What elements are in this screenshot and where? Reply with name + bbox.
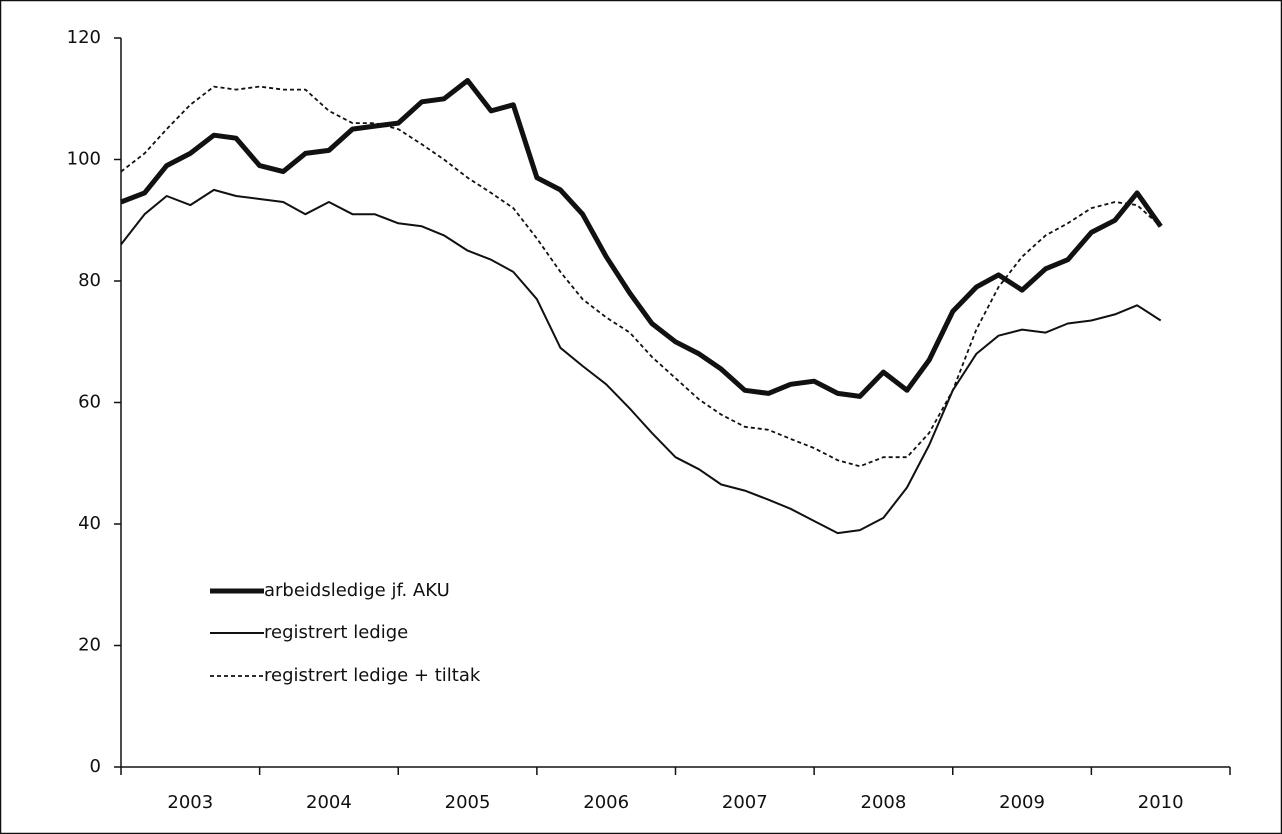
- legend-swatch: [210, 632, 264, 634]
- x-category-label: 2009: [999, 792, 1045, 813]
- y-tick-label: 120: [67, 27, 101, 48]
- legend-entry: registrert ledige: [210, 621, 494, 645]
- series-line: [120, 78, 1163, 399]
- series-line: [120, 85, 1162, 468]
- y-tick-label: 100: [67, 149, 101, 170]
- legend-label: registrert ledige + tiltak: [264, 665, 481, 686]
- legend-swatch: [210, 588, 264, 594]
- y-tick-label: 80: [78, 270, 101, 291]
- y-tick-label: 20: [78, 635, 101, 656]
- x-category-label: 2004: [306, 792, 352, 813]
- legend-label: registrert ledige: [264, 622, 409, 643]
- legend-label: arbeidsledige jf. AKU: [264, 580, 450, 601]
- x-category-label: 2010: [1138, 792, 1184, 813]
- x-category-label: 2003: [167, 792, 213, 813]
- series-line: [120, 188, 1162, 535]
- legend-entry: arbeidsledige jf. AKU: [210, 579, 494, 603]
- x-category-label: 2005: [445, 792, 491, 813]
- legend-swatch: [210, 675, 264, 677]
- y-tick-label: 40: [78, 513, 101, 534]
- x-category-label: 2007: [722, 792, 768, 813]
- y-tick-label: 60: [78, 392, 101, 413]
- x-category-label: 2006: [583, 792, 629, 813]
- x-category-label: 2008: [861, 792, 907, 813]
- legend-entry: registrert ledige + tiltak: [210, 664, 494, 688]
- y-tick-label: 0: [90, 756, 101, 777]
